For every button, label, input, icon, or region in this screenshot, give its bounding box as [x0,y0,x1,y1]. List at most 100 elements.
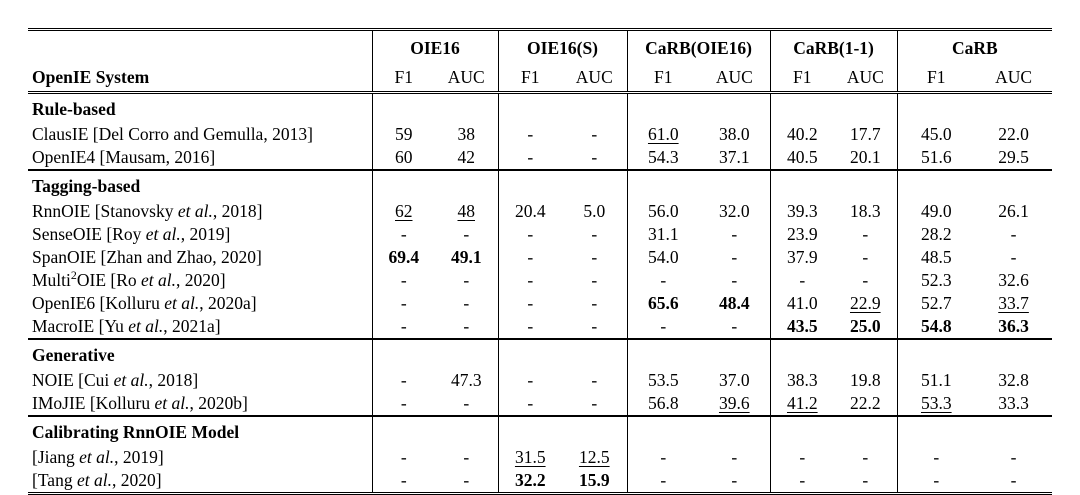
section-title: Calibrating RnnOIE Model [28,415,372,446]
f1-value-cell: 65.6 [626,292,700,315]
empty-cell [834,338,898,369]
group-header-row: OIE16 OIE16(S) CaRB(OIE16) CaRB(1-1) CaR… [28,29,1053,60]
empty-cell [699,91,771,123]
f1-value-cell: 45.0 [896,123,976,146]
empty-cell [435,91,499,123]
f1-header: F1 [371,60,435,94]
auc-value-cell: - [862,270,869,290]
empty-cell [699,338,771,369]
system-label-segment: et al. [113,370,149,390]
f1-value-cell: 31.1 [626,223,700,246]
auc-value-cell: - [463,316,470,336]
empty-cell [975,91,1053,123]
auc-value-cell: - [731,224,738,244]
auc-value-cell: 42 [457,147,476,167]
table-row: IMoJIE [Kolluru et al., 2020b] - - - -56.8 39… [28,392,1052,416]
system-cell: [Tang et al., 2020] [28,469,372,494]
table-row: OpenIE4 [Mausam, 2016] 60 42 - - 54.3 37.1 40.5… [28,146,1052,170]
system-label-segment: et al. [177,201,213,221]
f1-value-cell: 53.3 [896,392,976,416]
f1-value-cell: - [497,223,563,246]
system-cell: OpenIE4 [Mausam, 2016] [28,146,372,170]
f1-value-cell: 61.0 [626,123,700,146]
empty-cell [769,415,835,446]
f1-value-cell: 43.5 [769,315,835,339]
table-row: ClausIE [Del Corro and Gemulla, 2013] 59 3… [28,123,1052,146]
empty-cell [896,91,976,123]
system-cell: MacroIE [Yu et al., 2021a] [28,315,372,339]
system-cell: RnnOIE [Stanovsky et al., 2018] [28,200,372,223]
auc-header: AUC [975,60,1053,94]
system-label-segment: , 2020] [111,470,162,490]
section-title: Generative [28,338,372,369]
table-header: OIE16 OIE16(S) CaRB(OIE16) CaRB(1-1) CaR… [28,29,1053,94]
empty-cell [769,338,835,369]
empty-cell [371,91,435,123]
auc-value-cell: 17.7 [849,124,881,144]
f1-value-cell: 41.0 [769,292,835,315]
f1-value-cell: - [497,369,563,392]
system-cell: ClausIE [Del Corro and Gemulla, 2013] [28,123,372,146]
f1-value-cell: 62 [371,200,435,223]
empty-cell [834,91,898,123]
system-label-segment: IMoJIE [Kolluru [32,393,155,413]
f1-value-cell: 20.4 [497,200,563,223]
auc-value-cell: - [862,470,869,490]
f1-value-cell: - [497,315,563,339]
auc-value-cell: - [731,270,738,290]
empty-cell [626,415,700,446]
auc-value-cell: 37.0 [718,370,750,390]
auc-header: AUC [435,60,499,94]
f1-value-cell: 38.3 [769,369,835,392]
f1-value-cell: 39.3 [769,200,835,223]
auc-value-cell: - [591,124,598,144]
auc-value-cell: 26.1 [998,201,1029,221]
f1-value-cell: 56.0 [626,200,700,223]
f1-value-cell: - [497,292,563,315]
empty-cell [626,169,700,200]
empty-cell [371,169,435,200]
sub-header-row: OpenIE System F1 AUC F1 AUC F1 AUC F1 AU… [28,60,1053,94]
empty-cell [699,415,771,446]
section-header-row: Calibrating RnnOIE Model [28,415,1053,446]
auc-value-cell: - [463,293,470,313]
f1-value-cell: 69.4 [371,246,435,269]
auc-value-cell: 38.0 [718,124,750,144]
auc-value-cell: - [591,147,598,167]
auc-header: AUC [834,60,898,94]
f1-value-cell: - [769,469,835,494]
system-label-segment: et al. [128,316,164,336]
f1-value-cell: - [371,269,435,292]
auc-value-cell: - [731,447,738,467]
f1-value-cell: 54.0 [626,246,700,269]
f1-value-cell: 23.9 [769,223,835,246]
f1-value-cell: - [497,392,563,416]
empty-cell [896,169,976,200]
auc-value-cell: 47.3 [450,370,482,390]
f1-value-cell: - [371,369,435,392]
auc-value-cell: - [463,447,470,467]
empty-cell [896,338,976,369]
auc-value-cell: - [591,247,598,267]
system-cell: IMoJIE [Kolluru et al., 2020b] [28,392,372,416]
f1-value-cell: - [497,246,563,269]
system-cell: SpanOIE [Zhan and Zhao, 2020] [28,246,372,269]
empty-cell [562,338,628,369]
system-cell: SenseOIE [Roy et al., 2019] [28,223,372,246]
system-label-segment: et al. [145,224,181,244]
empty-cell [497,338,563,369]
section-header-row: Generative [28,338,1053,369]
auc-value-cell: - [1010,247,1017,267]
auc-header: AUC [699,60,771,94]
auc-value-cell: 19.8 [849,370,881,390]
f1-value-cell: 41.2 [769,392,835,416]
f1-value-cell: - [626,269,700,292]
empty-cell [562,169,628,200]
f1-value-cell: - [626,315,700,339]
system-label-segment: , 2020a] [199,293,257,313]
table-row: Multi2OIE [Ro et al., 2020] - - - - - - - -52.3 3… [28,269,1052,292]
auc-value-cell: - [731,470,738,490]
f1-value-cell: 49.0 [896,200,976,223]
empty-cell [699,169,771,200]
auc-value-cell: 48.4 [718,293,750,313]
